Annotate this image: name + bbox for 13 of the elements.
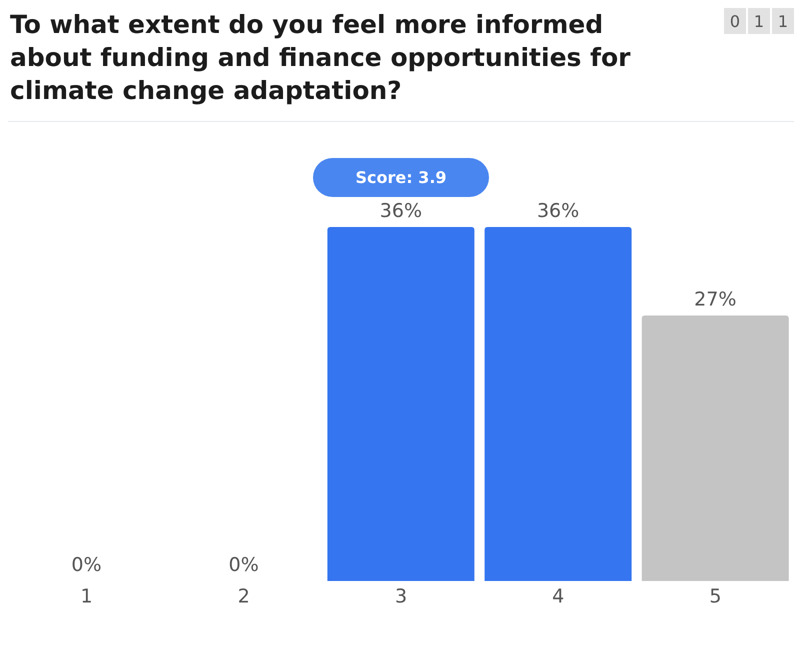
data-label: 27% — [694, 288, 736, 310]
data-label: 36% — [536, 200, 580, 222]
data-label: 0% — [228, 554, 259, 576]
x-tick-label: 5 — [709, 585, 722, 608]
data-label: 36% — [380, 200, 422, 222]
text: 0 1 1 — [728, 10, 790, 32]
x-tick-label: 1 — [80, 585, 93, 608]
x-tick-label: 4 — [552, 585, 564, 608]
data-label: 0% — [71, 554, 102, 576]
text: Score: 3.9 — [313, 158, 489, 197]
chart-title: To what extent do you feel more informed about funding and finance opportunities for climate change adaptation? — [10, 9, 632, 107]
x-tick-label: 3 — [394, 585, 408, 608]
x-tick-label: 2 — [238, 585, 250, 608]
